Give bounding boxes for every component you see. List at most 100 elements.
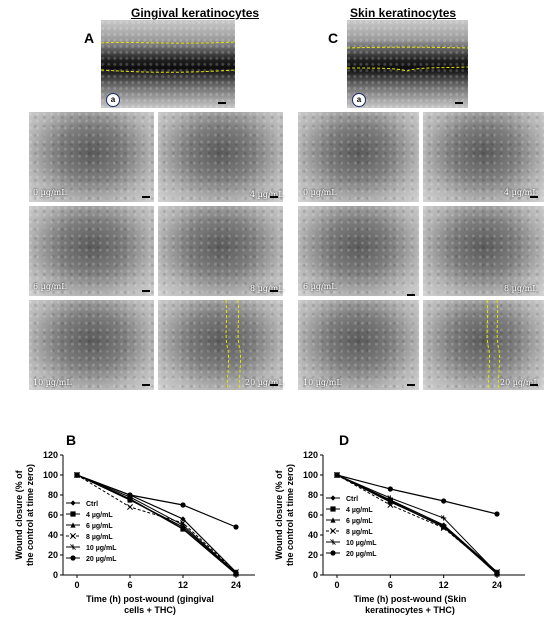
x-tick-label: 12 bbox=[439, 580, 449, 590]
data-point bbox=[233, 524, 239, 530]
scale-bar bbox=[142, 290, 150, 292]
series-line bbox=[76, 474, 237, 574]
data-point bbox=[70, 533, 76, 539]
series-line bbox=[336, 474, 498, 574]
x-axis-label: keratinocytes + THC) bbox=[365, 605, 455, 615]
micrograph-concentration-label: 8 µg/mL bbox=[250, 284, 284, 293]
data-point bbox=[494, 511, 500, 517]
x-tick-label: 12 bbox=[178, 580, 188, 590]
y-axis-label: the control at time zero) bbox=[285, 464, 295, 566]
y-axis-label: the control at time zero) bbox=[25, 464, 35, 566]
x-tick-label: 0 bbox=[74, 580, 79, 590]
scale-bar bbox=[142, 384, 150, 386]
micrograph-concentration-label: 20 µg/mL bbox=[245, 378, 284, 387]
scale-bar bbox=[270, 196, 278, 198]
data-point bbox=[70, 500, 76, 506]
skin-micrograph-20 bbox=[423, 300, 544, 390]
skin-micrograph-4 bbox=[423, 112, 544, 202]
y-tick-label: 60 bbox=[48, 510, 58, 520]
left-panel-title: Gingival keratinocytes bbox=[131, 6, 260, 20]
right-panel-title: Skin keratinocytes bbox=[350, 6, 457, 20]
micrograph-concentration-label: 6 µg/mL bbox=[33, 282, 67, 291]
data-point bbox=[330, 506, 336, 512]
wound-edge-lines bbox=[101, 41, 235, 73]
scale-bar bbox=[142, 196, 150, 198]
micrograph-concentration-label: 6 µg/mL bbox=[303, 282, 337, 291]
legend-label: 8 µg/mL bbox=[86, 534, 113, 541]
gingival-micrograph-8 bbox=[158, 206, 283, 296]
series-line bbox=[76, 474, 237, 573]
gingival-micrograph-0 bbox=[29, 112, 154, 202]
data-point bbox=[70, 511, 76, 517]
scale-bar bbox=[455, 102, 463, 104]
data-point bbox=[334, 472, 340, 478]
skin-micrograph-8 bbox=[423, 206, 544, 296]
y-axis-label: Wound closure (% of bbox=[14, 469, 24, 559]
legend-label: 6 µg/mL bbox=[86, 523, 113, 530]
panel-letter-c: C bbox=[328, 30, 339, 46]
skin-micrograph-10 bbox=[298, 300, 419, 390]
micrograph-badge: a bbox=[106, 93, 120, 107]
series-line bbox=[336, 474, 498, 575]
micrograph-badge: a bbox=[352, 93, 366, 107]
legend-label: Ctrl bbox=[86, 501, 98, 508]
micrograph-concentration-label: 0 µg/mL bbox=[33, 188, 67, 197]
legend-label: 10 µg/mL bbox=[86, 545, 117, 552]
micrograph-concentration-label: 10 µg/mL bbox=[33, 378, 72, 387]
x-tick-label: 0 bbox=[334, 580, 339, 590]
micrograph-concentration-label: 0 µg/mL bbox=[303, 188, 337, 197]
micrograph-concentration-label: 4 µg/mL bbox=[504, 188, 538, 197]
panel-letter-d: D bbox=[339, 432, 350, 448]
skin-micrograph-0 bbox=[298, 112, 419, 202]
wound-edge-lines bbox=[486, 300, 501, 390]
y-tick-label: 120 bbox=[303, 450, 318, 460]
data-point bbox=[440, 515, 447, 521]
legend-label: 4 µg/mL bbox=[86, 512, 113, 519]
legend-label: 20 µg/mL bbox=[346, 551, 377, 558]
y-tick-label: 40 bbox=[48, 530, 58, 540]
data-point bbox=[70, 555, 76, 561]
scale-bar bbox=[530, 196, 538, 198]
x-axis-label: Time (h) post-wound (gingival bbox=[86, 594, 214, 604]
legend-label: 4 µg/mL bbox=[346, 507, 373, 514]
wound-edge-lines bbox=[225, 300, 242, 390]
wound-edge-lines bbox=[347, 46, 468, 72]
data-point bbox=[387, 486, 393, 492]
series-line bbox=[76, 474, 237, 574]
skin-micrograph-6 bbox=[298, 206, 419, 296]
micrograph-concentration-label: 4 µg/mL bbox=[250, 190, 284, 199]
scale-bar bbox=[530, 384, 538, 386]
x-axis-label: cells + THC) bbox=[124, 605, 176, 615]
scale-bar bbox=[218, 102, 226, 104]
legend-label: 20 µg/mL bbox=[86, 556, 117, 563]
y-tick-label: 0 bbox=[53, 570, 58, 580]
data-point bbox=[180, 522, 186, 528]
micrograph-concentration-label: 10 µg/mL bbox=[303, 378, 342, 387]
data-point bbox=[330, 495, 336, 501]
scale-bar bbox=[407, 294, 415, 296]
y-tick-label: 80 bbox=[48, 490, 58, 500]
x-tick-label: 6 bbox=[127, 580, 132, 590]
y-tick-label: 0 bbox=[313, 570, 318, 580]
x-tick-label: 24 bbox=[231, 580, 241, 590]
y-tick-label: 100 bbox=[303, 470, 318, 480]
micrograph-concentration-label: 20 µg/mL bbox=[500, 378, 539, 387]
data-point bbox=[74, 472, 80, 478]
y-tick-label: 60 bbox=[308, 510, 318, 520]
legend-label: 8 µg/mL bbox=[346, 529, 373, 536]
y-tick-label: 20 bbox=[48, 550, 58, 560]
y-tick-label: 40 bbox=[308, 530, 318, 540]
y-tick-label: 100 bbox=[43, 470, 58, 480]
gingival-micrograph-20 bbox=[158, 300, 283, 390]
data-point bbox=[180, 502, 186, 508]
data-point bbox=[387, 502, 394, 508]
legend-label: Ctrl bbox=[346, 496, 358, 503]
data-point bbox=[127, 497, 133, 503]
panel-letter-b: B bbox=[66, 432, 77, 448]
chart-d: 0 20 40 60 80 100 120 0 6 12 24 Wound closure (% of… bbox=[274, 450, 525, 615]
panel-letter-a: A bbox=[84, 30, 95, 46]
data-point bbox=[441, 498, 447, 504]
data-point bbox=[233, 570, 239, 576]
scale-bar bbox=[270, 290, 278, 292]
x-tick-label: 24 bbox=[492, 580, 502, 590]
